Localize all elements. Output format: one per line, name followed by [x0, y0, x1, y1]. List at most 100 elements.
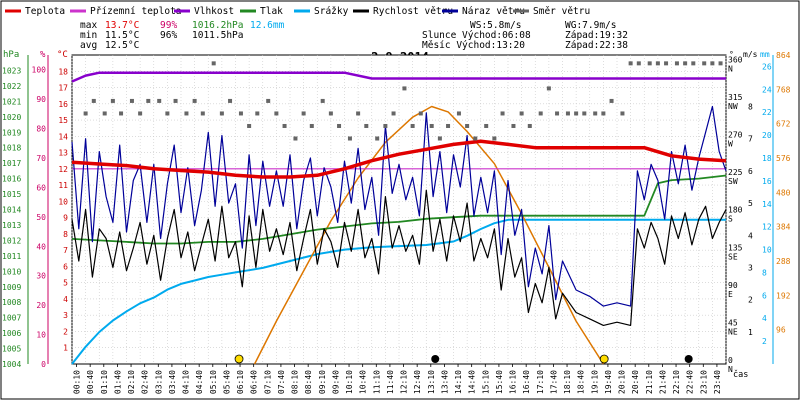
wind-direction-point — [309, 123, 314, 128]
solar-tick: 192 — [776, 291, 791, 300]
rain-tick: 4 — [762, 314, 767, 323]
x-tick-label: 11:40 — [386, 370, 395, 394]
plot-area — [71, 54, 727, 365]
series-line-tlak — [71, 174, 727, 245]
rain-tick: 20 — [762, 131, 772, 140]
direction-dir: SE — [728, 252, 738, 261]
wind-tick: 6 — [748, 167, 753, 176]
plot-frame — [71, 54, 727, 365]
legend-label-6: Náraz větru — [462, 6, 525, 17]
x-tick-label: 07:10 — [263, 370, 272, 394]
temperature-tick: 8 — [63, 230, 68, 239]
wind-direction-point — [492, 136, 497, 141]
humidity-tick: 0 — [41, 360, 46, 369]
wind-direction-point — [184, 111, 189, 116]
wind-direction-point — [718, 61, 723, 66]
x-tick-label: 10:40 — [359, 370, 368, 394]
wind-direction-point — [636, 61, 641, 66]
wind-tick: 7 — [748, 135, 753, 144]
humidity-tick: 30 — [36, 272, 46, 281]
pressure-tick: 1023 — [2, 66, 21, 75]
series-line-rychlost-v-tru — [71, 189, 727, 326]
x-tick-label: 01:10 — [100, 370, 109, 394]
temperature-tick: 5 — [63, 279, 68, 288]
rain-tick: 14 — [762, 200, 772, 209]
stats-min-press: 1011.5hPa — [192, 30, 243, 41]
wind-direction-point — [555, 111, 560, 116]
temperature-tick: 16 — [58, 100, 68, 109]
info-ws: WS:5.8m/s — [470, 20, 521, 31]
stats-max-temp: 13.7°C — [105, 20, 139, 31]
solar-tick: 384 — [776, 223, 791, 232]
x-tick-label: 06:10 — [236, 370, 245, 394]
temperature-tick: 10 — [58, 197, 68, 206]
wind-direction-point — [574, 111, 579, 116]
stats-block: max 13.7°C 99% 1016.2hPa 12.6mm min 11.5… — [80, 20, 285, 51]
humidity-tick: 60 — [36, 183, 46, 192]
wind-direction-point — [546, 86, 551, 91]
pressure-tick: 1005 — [2, 345, 21, 354]
sunrise-icon — [234, 354, 244, 364]
humidity-tick: 100 — [32, 66, 47, 75]
legend-label-3: Tlak — [260, 6, 283, 17]
info-sun-set: Západ:19:32 — [565, 30, 628, 41]
wind-direction-point — [228, 98, 233, 103]
direction-tick: 360 — [728, 55, 743, 64]
wind-direction-point — [200, 111, 205, 116]
series-line-teplota — [71, 139, 727, 179]
temperature-tick: 2 — [63, 327, 68, 336]
temperature-unit: °C — [57, 50, 68, 60]
x-tick-label: 04:10 — [182, 370, 191, 394]
pressure-tick: 1011 — [2, 252, 21, 261]
wind-direction-point — [247, 123, 252, 128]
x-tick-label: 19:10 — [590, 370, 599, 394]
wind-direction-point — [410, 123, 415, 128]
direction-dir: N — [728, 64, 733, 73]
wind-direction-point — [647, 61, 652, 66]
wind-direction-point — [102, 111, 107, 116]
x-tick-label: 16:40 — [522, 370, 531, 394]
direction-tick: 135 — [728, 243, 743, 252]
wind-direction-point — [465, 123, 470, 128]
direction-tick: 270 — [728, 131, 743, 140]
wind-direction-point — [446, 123, 451, 128]
temperature-tick: 6 — [63, 262, 68, 271]
wind-direction-point — [266, 98, 271, 103]
direction-dir: S — [728, 215, 733, 224]
stats-max-rain: 12.6mm — [250, 20, 285, 31]
wind-direction-point — [274, 111, 279, 116]
stats-max-press: 1016.2hPa — [192, 20, 243, 31]
humidity-tick: 80 — [36, 125, 46, 134]
wind-direction-point — [173, 98, 178, 103]
wind-direction-point — [347, 136, 352, 141]
humidity-tick: 20 — [36, 301, 46, 310]
wind-direction-point — [138, 111, 143, 116]
x-tick-label: 10:10 — [345, 370, 354, 394]
direction-dir: NW — [728, 102, 738, 111]
pressure-tick: 1004 — [2, 360, 21, 369]
x-tick-label: 02:40 — [141, 370, 150, 394]
pressure-tick: 1020 — [2, 113, 21, 122]
grid — [71, 55, 727, 364]
wind-direction-point — [601, 111, 606, 116]
wind-direction-point — [519, 111, 524, 116]
legend-label-4: Srážky — [314, 6, 349, 17]
series-line-vlhkost — [71, 71, 726, 83]
x-tick-label: 21:40 — [658, 370, 667, 394]
legend-label-0: Teplota — [25, 6, 65, 17]
solar-tick: 480 — [776, 188, 791, 197]
x-tick-label: 02:10 — [127, 370, 136, 394]
wind-direction-point — [375, 136, 380, 141]
legend-label-7: Směr větru — [533, 6, 590, 17]
x-tick-label: 08:10 — [291, 370, 300, 394]
wind-direction-point — [538, 111, 543, 116]
wind-direction-point — [301, 111, 306, 116]
direction-dir: SW — [728, 177, 738, 186]
rain-unit: mm — [760, 50, 770, 59]
solar-tick: 864 — [776, 51, 791, 60]
direction-tick: 180 — [728, 206, 743, 215]
x-tick-label: 11:10 — [372, 370, 381, 394]
x-tick-label: 08:40 — [304, 370, 313, 394]
pressure-tick: 1016 — [2, 175, 21, 184]
